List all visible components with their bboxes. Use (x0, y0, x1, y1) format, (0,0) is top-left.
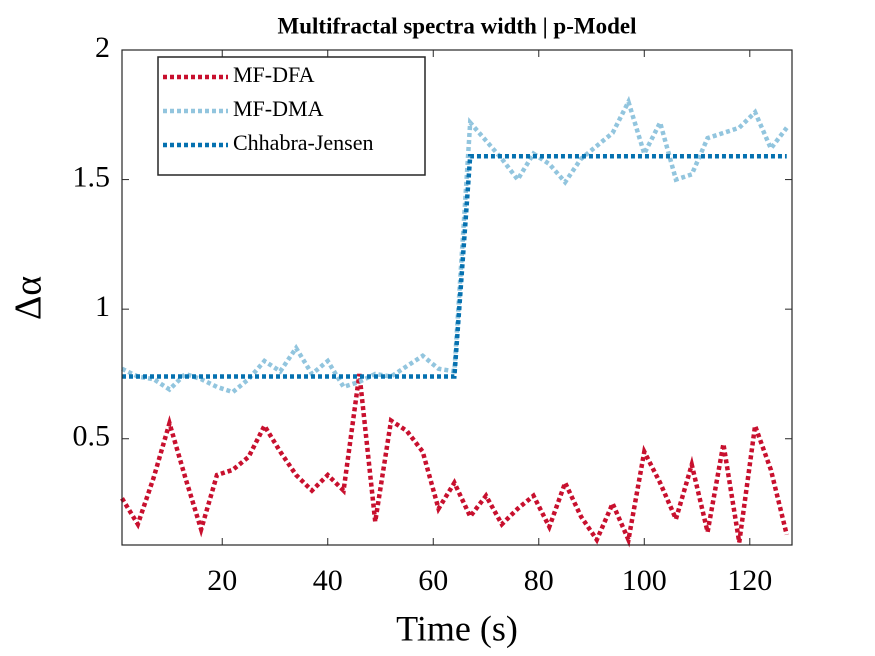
y-tick-label: 0.5 (73, 420, 111, 453)
legend-label: Chhabra-Jensen (233, 130, 374, 155)
y-tick-label: 1.5 (73, 160, 111, 193)
chart-title: Multifractal spectra width | p-Model (278, 13, 637, 38)
x-tick-label: 60 (418, 564, 448, 597)
x-tick-label: 100 (622, 564, 667, 597)
legend-box (157, 56, 426, 176)
x-axis-label: Time (s) (396, 608, 518, 648)
legend-label: MF-DFA (233, 62, 315, 87)
data-line (122, 154, 787, 379)
x-tick-label: 120 (727, 564, 772, 597)
y-tick-label: 1 (95, 290, 110, 323)
data-line (120, 373, 789, 548)
y-tick-label: 2 (95, 31, 110, 64)
x-tick-label: 40 (313, 564, 343, 597)
x-tick-label: 20 (207, 564, 237, 597)
x-tick-label: 80 (524, 564, 554, 597)
plot-frame (121, 49, 793, 546)
legend-label: MF-DMA (233, 96, 324, 121)
y-axis-label: Δα (8, 276, 50, 320)
